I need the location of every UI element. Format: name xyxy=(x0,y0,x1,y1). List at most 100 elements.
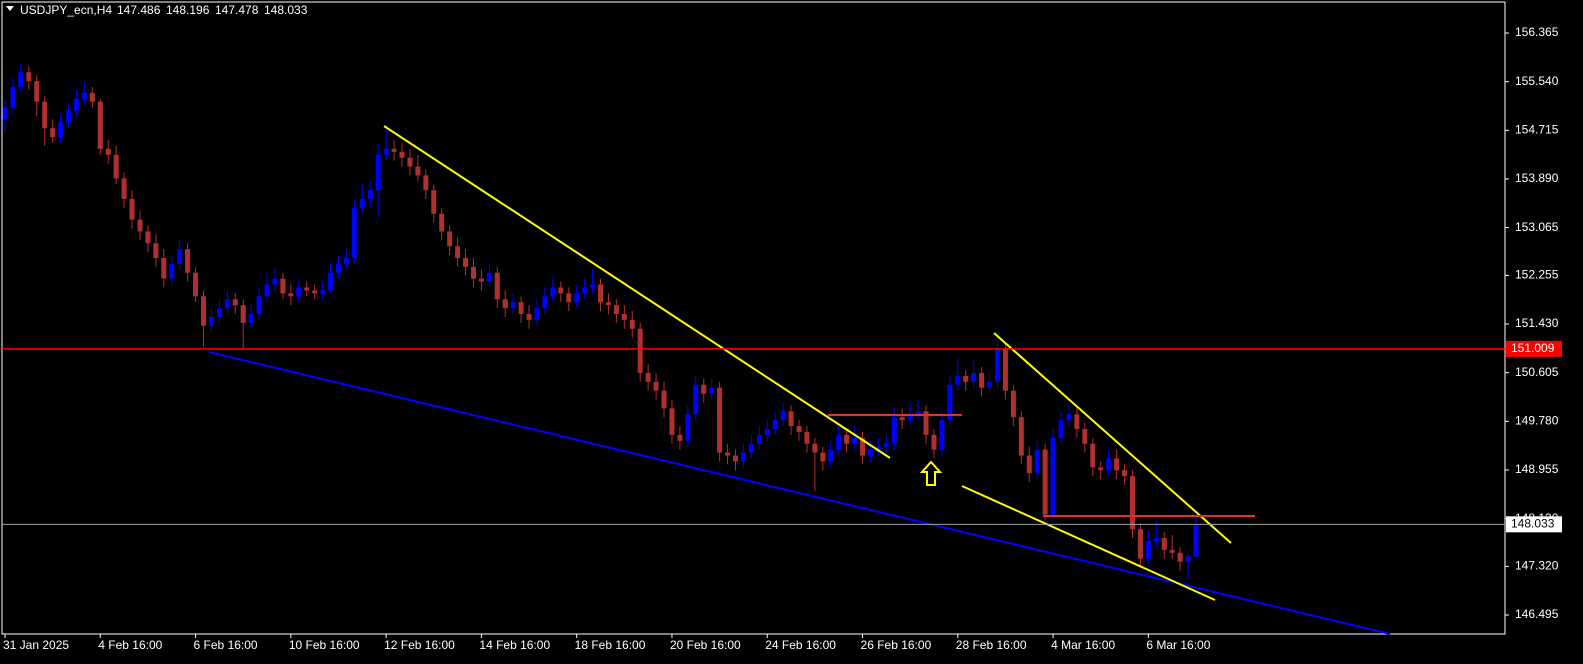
candle-body xyxy=(756,434,762,444)
candle-body xyxy=(693,384,699,415)
candle-body xyxy=(343,257,349,264)
candle-body xyxy=(240,305,246,323)
plot-frame xyxy=(1,1,1506,635)
candle-body xyxy=(359,199,365,208)
candle-body xyxy=(185,249,191,273)
x-tick-label: 4 Feb 16:00 xyxy=(98,638,162,652)
candle-body xyxy=(399,151,405,158)
candle-body xyxy=(875,446,881,450)
candle-body xyxy=(248,313,254,323)
candle-body xyxy=(764,428,770,435)
candle-body xyxy=(891,417,897,444)
x-tick-label: 31 Jan 2025 xyxy=(3,638,69,652)
y-tick-label: 147.320 xyxy=(1515,559,1559,573)
candle-body xyxy=(629,319,635,329)
candle-body xyxy=(1098,467,1104,471)
candle-body xyxy=(820,452,826,462)
candle-body xyxy=(264,284,270,297)
y-tick-label: 146.495 xyxy=(1515,607,1559,621)
candle-body xyxy=(1129,476,1135,530)
candle-body xyxy=(296,287,302,297)
candle-body xyxy=(621,313,627,320)
candle-body xyxy=(407,157,413,167)
candle-body xyxy=(1177,552,1183,562)
up-arrow xyxy=(919,460,943,486)
candle-body xyxy=(899,417,905,421)
candle-body xyxy=(1185,556,1191,562)
candle-body xyxy=(121,178,127,200)
candle-body xyxy=(852,437,858,444)
candle-body xyxy=(828,449,834,462)
candle-body xyxy=(216,308,222,317)
y-tick-label: 153.065 xyxy=(1515,220,1559,234)
candle-body xyxy=(685,414,691,441)
candle-body xyxy=(510,302,516,309)
candle-body xyxy=(1074,414,1080,429)
candle-body xyxy=(431,190,437,214)
candle-body xyxy=(971,372,977,382)
candle-body xyxy=(232,299,238,306)
candle-body xyxy=(780,411,786,421)
x-tick-label: 6 Feb 16:00 xyxy=(194,638,258,652)
candle-body xyxy=(81,92,87,99)
candle-body xyxy=(931,434,937,450)
candle-body xyxy=(534,308,540,320)
candle-body xyxy=(860,437,866,456)
candle-body xyxy=(574,293,580,303)
wedge-upper-line xyxy=(993,332,1232,544)
candle-body xyxy=(558,287,564,294)
candle-body xyxy=(582,287,588,294)
candle-body xyxy=(844,434,850,444)
candle-body xyxy=(10,86,16,108)
candle-body xyxy=(1145,541,1151,559)
candle-body xyxy=(955,375,961,385)
candle-body xyxy=(288,293,294,297)
candle-body xyxy=(788,411,794,427)
candle-body xyxy=(73,98,79,111)
candle-body xyxy=(836,434,842,450)
candle-body xyxy=(1114,458,1120,471)
candle-body xyxy=(1034,449,1040,474)
candle-body xyxy=(542,296,548,309)
candle-body xyxy=(129,199,135,220)
candle-body xyxy=(58,122,64,138)
menu-arrow[interactable] xyxy=(6,6,14,11)
candle-body xyxy=(1193,524,1199,557)
candle-body xyxy=(312,290,318,294)
candle-body xyxy=(256,296,262,314)
candle-body xyxy=(709,387,715,394)
candle-body xyxy=(796,426,802,432)
y-tick-label: 154.715 xyxy=(1515,122,1559,136)
candle-body xyxy=(502,299,508,309)
candle-body xyxy=(669,408,675,435)
drawings xyxy=(208,125,1391,635)
candle-body xyxy=(867,449,873,456)
candle-body xyxy=(653,381,659,391)
candle-body xyxy=(1122,470,1128,477)
candle-body xyxy=(224,299,230,309)
candle-body xyxy=(979,372,985,388)
candle-body xyxy=(915,411,921,415)
candle-body xyxy=(518,302,524,314)
candle-body xyxy=(50,128,56,138)
marks xyxy=(2,63,1199,580)
candle-body xyxy=(272,278,278,285)
candle-body xyxy=(304,287,310,291)
y-tick-label: 150.605 xyxy=(1515,365,1559,379)
candle-body xyxy=(486,272,492,282)
candle-body xyxy=(1153,538,1159,542)
candle-body xyxy=(701,384,707,394)
candle-body xyxy=(1161,538,1167,550)
candle-body xyxy=(34,81,40,102)
candle-body xyxy=(590,284,596,288)
y-tick-label: 151.430 xyxy=(1515,316,1559,330)
candle-body xyxy=(169,263,175,279)
candle-body xyxy=(42,101,48,129)
candle-body xyxy=(550,287,556,297)
candle-body xyxy=(1026,455,1032,474)
candle-body xyxy=(804,431,810,444)
candle-body xyxy=(415,166,421,176)
x-tick-label: 10 Feb 16:00 xyxy=(289,638,360,652)
x-tick-label: 28 Feb 16:00 xyxy=(956,638,1027,652)
candle-body xyxy=(1002,349,1008,391)
